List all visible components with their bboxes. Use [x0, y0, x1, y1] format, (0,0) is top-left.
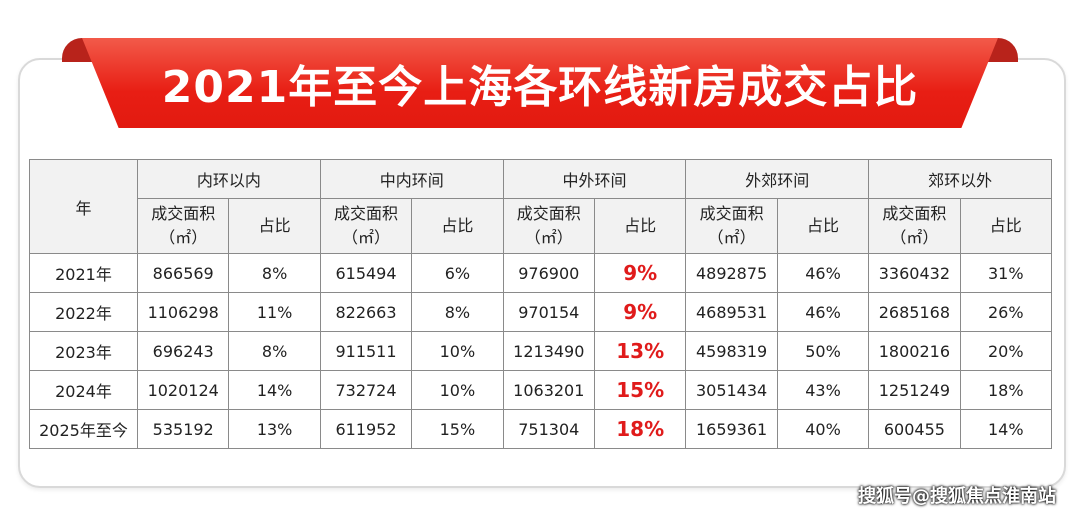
share-cell: 13%: [593, 331, 687, 371]
share-cell: 43%: [776, 370, 870, 410]
header-area: 成交面积 （㎡）: [685, 198, 778, 254]
title-ribbon: 2021年至今上海各环线新房成交占比: [82, 38, 998, 128]
share-cell: 8%: [411, 292, 504, 332]
share-cell: 8%: [228, 331, 321, 371]
watermark: 搜狐号@搜狐焦点淮南站: [858, 486, 1056, 507]
year-cell: 2021年: [29, 253, 138, 293]
share-cell: 14%: [959, 409, 1052, 449]
share-cell: 18%: [959, 370, 1052, 410]
header-group: 郊环以外: [868, 159, 1052, 199]
share-cell: 14%: [228, 370, 321, 410]
year-cell: 2024年: [29, 370, 138, 410]
data-table: 年内环以内 中内环间 中外环间 外郊环间 郊环以外 成交面积 （㎡） 占比 成交面积 （㎡） 占比成…: [29, 159, 1052, 449]
share-cell: 20%: [959, 331, 1052, 371]
share-cell: 13%: [228, 409, 321, 449]
area-label: 成交面积: [882, 204, 947, 223]
area-cell: 911511: [319, 331, 413, 371]
share-cell: 9%: [593, 292, 687, 332]
table-row: 2025年至今 535192 13% 611952 15% 751304 18% 165936…: [29, 409, 1052, 449]
area-label: 成交面积: [516, 204, 581, 223]
area-cell: 615494: [319, 253, 413, 293]
area-unit: （㎡）: [707, 228, 756, 247]
area-cell: 1800216: [868, 331, 961, 371]
area-cell: 1251249: [868, 370, 961, 410]
area-unit: （㎡）: [341, 228, 390, 247]
area-cell: 696243: [136, 331, 230, 371]
page-title: 2021年至今上海各环线新房成交占比: [161, 62, 919, 113]
area-cell: 1659361: [685, 409, 778, 449]
area-cell: 4892875: [685, 253, 778, 293]
area-cell: 1213490: [502, 331, 595, 371]
header-area: 成交面积 （㎡）: [868, 198, 961, 254]
header-group: 外郊环间: [685, 159, 870, 199]
share-cell: 46%: [776, 292, 870, 332]
area-unit: （㎡）: [159, 228, 208, 247]
year-cell: 2025年至今: [29, 409, 138, 449]
share-cell: 15%: [593, 370, 687, 410]
area-unit: （㎡）: [524, 228, 573, 247]
area-label: 成交面积: [151, 204, 216, 223]
area-label: 成交面积: [333, 204, 398, 223]
share-cell: 18%: [593, 409, 687, 449]
area-cell: 3360432: [868, 253, 961, 293]
area-cell: 970154: [502, 292, 595, 332]
share-cell: 6%: [411, 253, 504, 293]
area-cell: 3051434: [685, 370, 778, 410]
header-year: 年: [29, 159, 138, 254]
share-cell: 31%: [959, 253, 1052, 293]
header-share: 占比: [593, 198, 687, 254]
header-share: 占比: [228, 198, 321, 254]
year-cell: 2023年: [29, 331, 138, 371]
table-row: 2023年 696243 8% 911511 10% 1213490 13% 4598319 5…: [29, 331, 1052, 371]
area-cell: 1106298: [136, 292, 230, 332]
header-group: 中外环间: [502, 159, 687, 199]
header-group: 内环以内: [137, 159, 321, 199]
share-cell: 15%: [411, 409, 504, 449]
header-share: 占比: [776, 198, 870, 254]
area-cell: 600455: [868, 409, 961, 449]
share-cell: 26%: [959, 292, 1052, 332]
area-label: 成交面积: [699, 204, 764, 223]
table-row: 2024年 1020124 14% 732724 10% 1063201 15% 305143…: [29, 370, 1052, 410]
area-cell: 866569: [136, 253, 230, 293]
area-cell: 751304: [502, 409, 595, 449]
header-area: 成交面积 （㎡）: [136, 198, 230, 254]
header-area: 成交面积 （㎡）: [502, 198, 595, 254]
area-cell: 822663: [319, 292, 413, 332]
area-cell: 1063201: [502, 370, 595, 410]
share-cell: 50%: [776, 331, 870, 371]
table-row: 2022年 1106298 11% 822663 8% 970154 9% 4689531 46…: [29, 292, 1052, 332]
share-cell: 46%: [776, 253, 870, 293]
share-cell: 40%: [776, 409, 870, 449]
area-cell: 732724: [319, 370, 413, 410]
header-share: 占比: [411, 198, 504, 254]
area-cell: 4689531: [685, 292, 778, 332]
area-cell: 2685168: [868, 292, 961, 332]
table-row: 2021年 866569 8% 615494 6% 976900 9% 4892875 46% 3…: [29, 253, 1052, 293]
area-cell: 976900: [502, 253, 595, 293]
area-cell: 535192: [136, 409, 230, 449]
area-unit: （㎡）: [890, 228, 939, 247]
share-cell: 10%: [411, 370, 504, 410]
header-area: 成交面积 （㎡）: [319, 198, 413, 254]
share-cell: 9%: [593, 253, 687, 293]
share-cell: 8%: [228, 253, 321, 293]
year-cell: 2022年: [29, 292, 138, 332]
header-share: 占比: [959, 198, 1052, 254]
area-cell: 611952: [319, 409, 413, 449]
header-group: 中内环间: [319, 159, 504, 199]
area-cell: 4598319: [685, 331, 778, 371]
share-cell: 11%: [228, 292, 321, 332]
area-cell: 1020124: [136, 370, 230, 410]
share-cell: 10%: [411, 331, 504, 371]
